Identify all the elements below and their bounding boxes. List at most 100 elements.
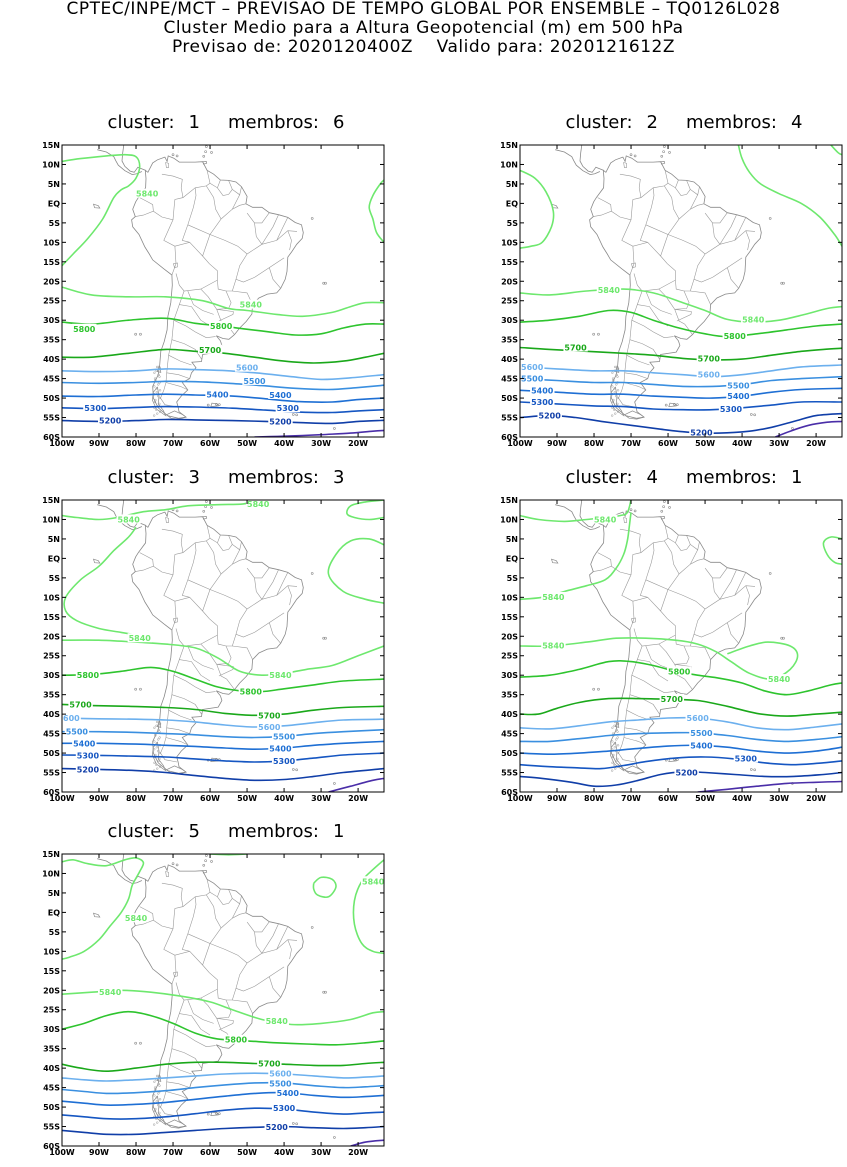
contour-label: 5200 (99, 417, 122, 426)
small-island (205, 145, 208, 148)
fjord-islet (158, 1119, 162, 1122)
panel-title: cluster: 5 membros: 1 (26, 822, 426, 842)
lake (623, 162, 627, 168)
contour-label-bg (563, 342, 588, 352)
small-island (650, 486, 652, 488)
country-border (645, 542, 655, 580)
lon-label: 20W (348, 439, 368, 448)
small-island (192, 486, 194, 488)
island (615, 365, 620, 373)
contour-label: 5500 (66, 728, 89, 737)
contour-label: 5400 (531, 387, 554, 396)
small-island (660, 136, 662, 138)
members-label: membros: (227, 467, 319, 488)
lat-label: 15S (501, 613, 518, 622)
small-island (134, 687, 137, 691)
country-border (619, 173, 642, 220)
contour-label-bg (741, 314, 766, 324)
cluster-number: 4 (646, 467, 658, 488)
fjord-islet (155, 365, 159, 369)
lake (173, 262, 178, 268)
country-border (734, 572, 747, 596)
contour-label-bg (696, 369, 722, 379)
fjord-islet (154, 1088, 157, 1091)
small-island (210, 860, 213, 863)
fjord-islet (158, 410, 162, 413)
lat-label: 5N (48, 535, 60, 544)
lake (631, 262, 636, 268)
fjord-islet (155, 1074, 159, 1078)
small-island (333, 1136, 336, 1139)
country-border (235, 567, 285, 638)
country-border (261, 585, 298, 600)
contour-line-5700 (62, 1061, 384, 1072)
cluster-label: cluster: (565, 467, 633, 488)
contour-line-5300 (62, 752, 384, 763)
country-border (161, 528, 184, 575)
small-island (661, 497, 663, 499)
small-island (629, 508, 633, 512)
small-island (195, 840, 197, 842)
lat-label: EQ (48, 554, 60, 563)
lat-label: 25S (501, 297, 518, 306)
country-border (232, 999, 253, 1014)
country-border (261, 214, 279, 245)
country-border (173, 1028, 216, 1048)
contour-line-5840 (520, 637, 799, 680)
fjord-islet (615, 738, 618, 741)
fjord-islet (157, 394, 160, 398)
lat-label: 45S (501, 375, 518, 384)
lat-label: EQ (48, 908, 60, 917)
country-border (276, 217, 289, 241)
fjord-islet (153, 761, 156, 764)
fjord-islet (155, 1100, 158, 1103)
contour-line-5600 (62, 368, 384, 381)
country-border (637, 659, 669, 682)
contour-label-bg (541, 591, 566, 601)
lat-label: 10N (500, 160, 518, 169)
fjord-islet (153, 1094, 156, 1097)
contour-label: 600 (63, 714, 80, 723)
country-border (171, 1048, 202, 1069)
small-island (782, 636, 785, 640)
cluster-label: cluster: (107, 821, 175, 842)
contour-line-5500 (62, 728, 384, 739)
country-border (209, 943, 248, 964)
contour-label-bg (361, 876, 386, 886)
country-border (254, 921, 270, 933)
small-island (203, 851, 205, 853)
country-border (232, 645, 253, 660)
lon-label: 60W (200, 439, 220, 448)
small-island (192, 840, 194, 842)
small-island (217, 1112, 221, 1115)
island (615, 126, 637, 133)
lat-label: 5S (49, 219, 61, 228)
lon-label: 60W (200, 794, 220, 803)
small-island (324, 636, 327, 640)
lat-label: 20S (43, 986, 60, 995)
lat-label: 60S (501, 788, 518, 797)
contour-label-bg (537, 410, 562, 420)
panel-title: cluster: 3 membros: 3 (26, 468, 426, 488)
contour-label-bg (238, 686, 264, 696)
contour-label-bg (238, 299, 264, 309)
contour-line-5700 (62, 348, 384, 364)
contour-line-5400 (520, 744, 842, 755)
contour-label: 5700 (698, 354, 721, 363)
country-border (161, 173, 184, 220)
lon-label: 100W (507, 439, 533, 448)
country-border (232, 903, 240, 919)
lon-label: 20W (348, 794, 368, 803)
country-border (228, 889, 233, 899)
country-border (165, 737, 188, 746)
contour-label-bg (257, 1058, 282, 1068)
country-border (287, 585, 292, 606)
contour-label: 5600 (521, 363, 544, 372)
small-island (660, 154, 664, 158)
lat-label: 55S (501, 769, 518, 778)
lon-label: 80W (126, 794, 146, 803)
country-border (719, 214, 737, 245)
lat-label: 15S (501, 258, 518, 267)
small-island (592, 332, 595, 336)
contour-label-bg (72, 323, 97, 333)
